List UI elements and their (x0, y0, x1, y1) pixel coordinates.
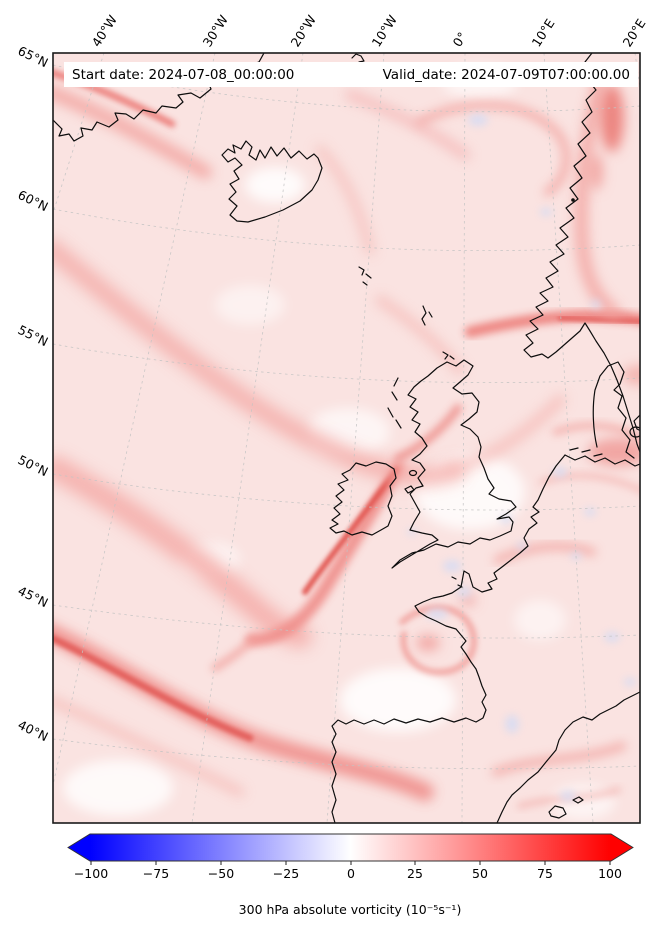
vorticity-field (53, 53, 640, 823)
colorbar-gradient-bar (67, 833, 634, 862)
coast-balearics (548, 796, 584, 819)
coast-isle-of-man (408, 469, 418, 477)
title-bar: Start date: 2024-07-08_00:00:00 Valid_da… (64, 62, 638, 87)
colorbar-tick-neg75: −75 (142, 866, 170, 881)
coast-faroe (358, 266, 372, 286)
colorbar-tick-marks (90, 861, 611, 865)
colorbar-tick-25: 25 (407, 866, 423, 881)
colorbar-tick-100: 100 (598, 866, 622, 881)
colorbar-tick-50: 50 (472, 866, 488, 881)
colorbar-axis-label: 300 hPa absolute vorticity (10⁻⁵s⁻¹) (238, 902, 462, 917)
colorbar-tick-neg25: −25 (272, 866, 300, 881)
coast-ireland (329, 461, 397, 536)
colorbar-tick-0: 0 (347, 866, 355, 881)
coast-mediterranean (496, 691, 640, 823)
map-border (52, 52, 641, 824)
colorbar (67, 833, 634, 865)
coast-continental-europe (331, 454, 566, 823)
colorbar-tick-neg100: −100 (73, 866, 109, 881)
coast-small-isles (387, 377, 415, 494)
coast-iceland (221, 140, 323, 223)
valid-date-text: Valid_date: 2024-07-09T07:00:00.00 (382, 66, 630, 83)
start-date-text: Start date: 2024-07-08_00:00:00 (72, 66, 295, 83)
coast-shetland-orkney (421, 305, 455, 360)
coast-norway (523, 53, 640, 453)
coast-great-britain (391, 359, 517, 569)
coast-channel-islands (451, 576, 463, 588)
coast-norway-islet (571, 198, 575, 202)
coast-denmark (592, 361, 635, 459)
colorbar-tick-75: 75 (537, 866, 553, 881)
colorbar-tick-neg50: −50 (207, 866, 235, 881)
coast-danish-isles (629, 414, 640, 438)
coast-german-bight (564, 447, 640, 467)
coast-jan-mayen (351, 53, 365, 63)
